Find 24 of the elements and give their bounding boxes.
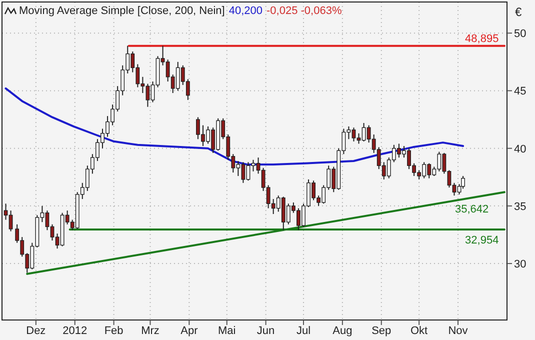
x-tick-label: Mrz — [141, 325, 160, 337]
x-tick-label: Jul — [296, 325, 311, 337]
annotation: 35,642 — [455, 204, 489, 216]
x-tick-label: Feb — [104, 325, 124, 337]
annotation: -0,025 -0,063% — [266, 5, 342, 17]
x-tick-label: Jun — [256, 325, 275, 337]
x-tick-label: Sep — [372, 325, 392, 337]
annotation: 40,200 — [228, 5, 263, 17]
x-tick-label: Mai — [218, 325, 236, 337]
x-tick-label: Aug — [332, 325, 352, 337]
chart-title: Moving Average Simple [Close, 200, Nein] — [19, 5, 225, 17]
x-tick-label: Apr — [180, 325, 198, 337]
y-tick-label: 45 — [514, 86, 526, 98]
x-tick-label: Okt — [410, 325, 428, 337]
y-tick-label: 30 — [514, 258, 526, 271]
y-tick-label: 50 — [514, 28, 526, 40]
y-tick-label: 35 — [514, 200, 526, 213]
x-tick-label: 2012 — [62, 325, 88, 337]
x-tick-label: Dez — [26, 325, 46, 337]
y-tick-label: 40 — [514, 143, 526, 156]
annotation: 48,895 — [465, 32, 499, 45]
annotation: 32,954 — [465, 234, 499, 247]
x-tick-label: Nov — [448, 325, 468, 337]
y-axis-title: € — [515, 5, 522, 19]
